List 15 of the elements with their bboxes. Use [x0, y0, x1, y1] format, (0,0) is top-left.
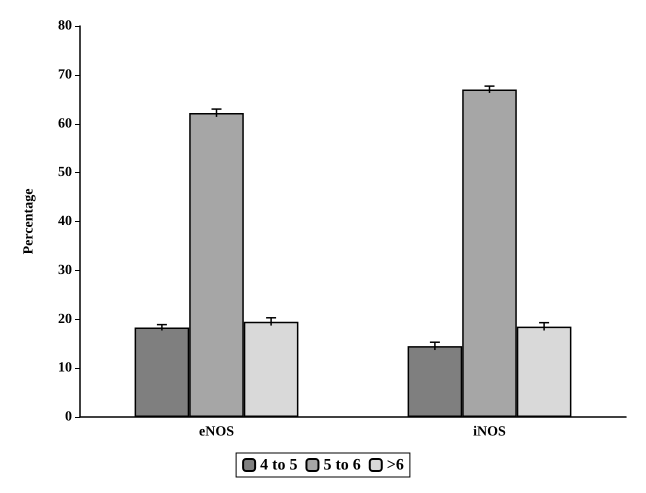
x-tick-label: iNOS	[473, 424, 506, 440]
y-tick-label: 60	[58, 116, 72, 132]
legend-label: 4 to 5	[260, 456, 298, 474]
legend-label: 5 to 6	[323, 456, 361, 474]
y-tick-label: 20	[58, 312, 72, 327]
y-tick-label: 0	[65, 410, 72, 424]
y-tick-label: 70	[58, 67, 72, 82]
legend-label: >6	[386, 456, 404, 474]
y-tick-label: 40	[58, 214, 72, 229]
y-tick-label: 80	[58, 18, 72, 34]
y-tick-label: 50	[58, 165, 72, 180]
y-axis-title: Percentage	[22, 188, 36, 254]
y-tick-label: 30	[58, 262, 72, 278]
y-tick-label: 10	[58, 360, 72, 376]
x-tick-label: eNOS	[199, 424, 234, 440]
